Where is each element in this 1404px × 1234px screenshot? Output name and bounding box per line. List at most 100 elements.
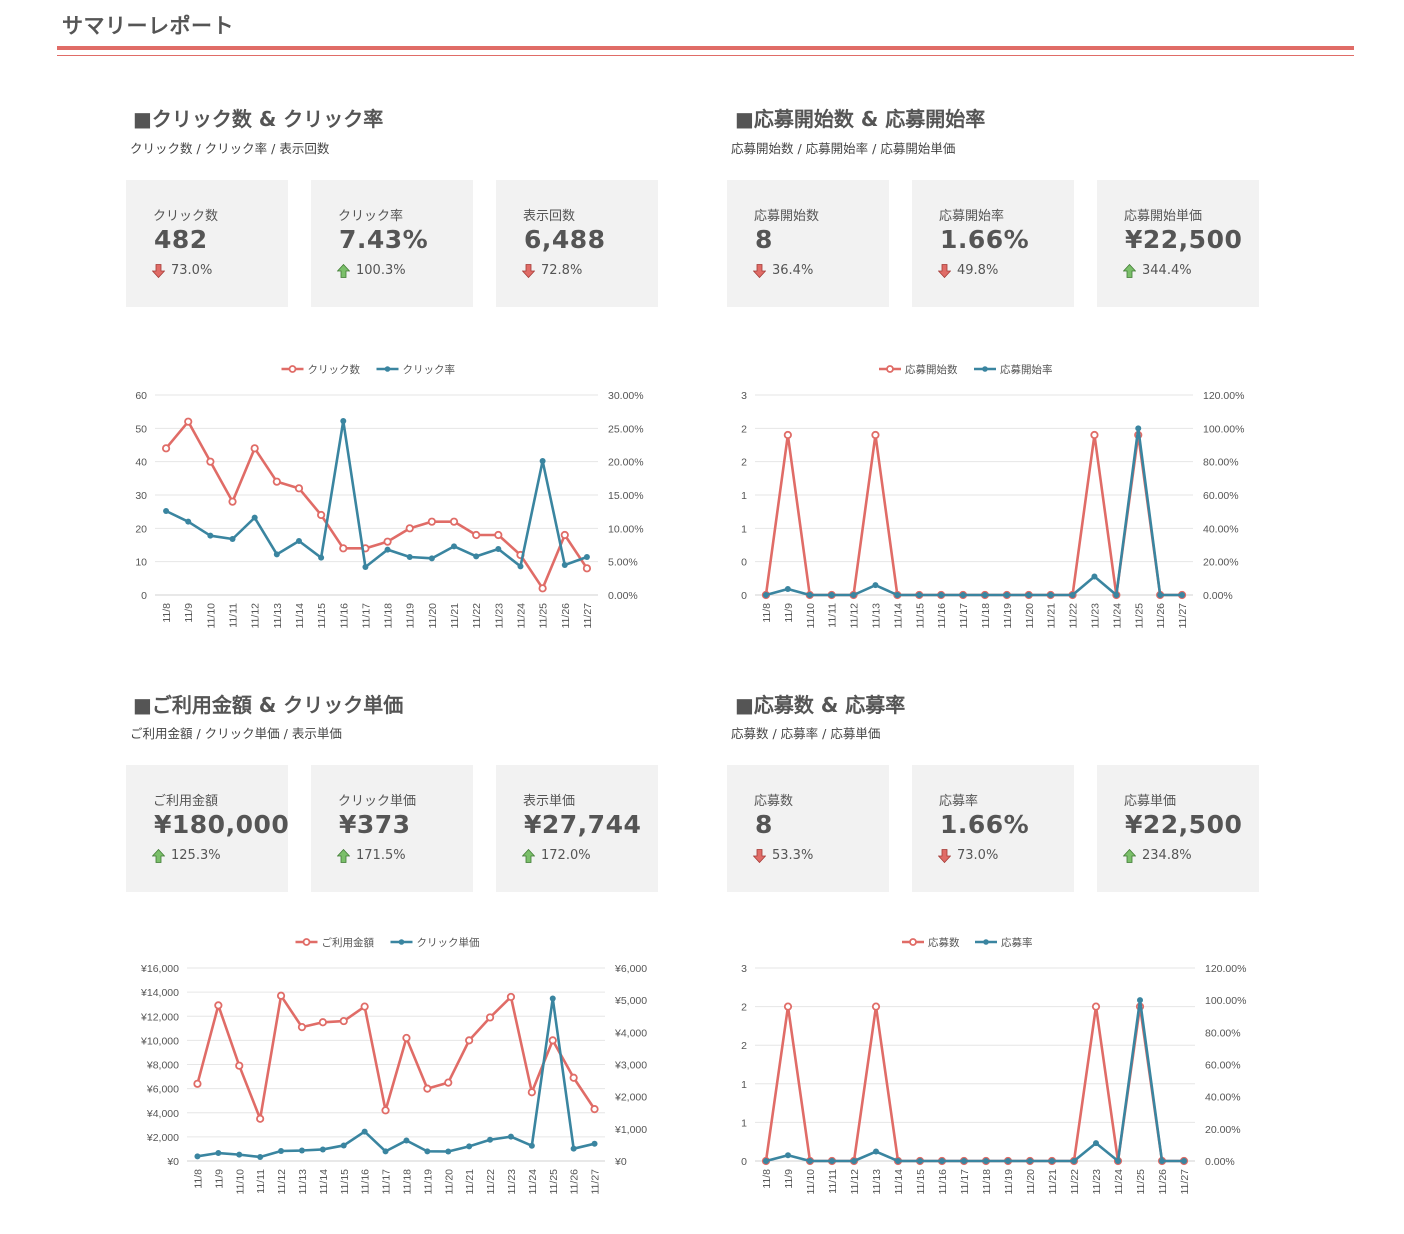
data-point bbox=[983, 1158, 989, 1164]
kpi-value: ¥22,500 bbox=[1125, 810, 1243, 839]
data-point bbox=[591, 1140, 598, 1147]
data-point bbox=[527, 1088, 536, 1097]
legend-marker bbox=[288, 365, 297, 373]
x-tick-label: 11/17 bbox=[958, 603, 970, 629]
data-point bbox=[916, 592, 923, 598]
kpi-card: クリック単価 ¥373 171.5% bbox=[311, 765, 473, 892]
kpi-value: 8 bbox=[755, 225, 773, 254]
data-point bbox=[251, 514, 258, 521]
y-left-tick-label: 1 bbox=[741, 490, 747, 502]
data-point bbox=[1071, 1158, 1077, 1164]
kpi-delta-value: 49.8% bbox=[957, 263, 999, 278]
kpi-label: 表示単価 bbox=[523, 794, 576, 809]
data-point bbox=[828, 592, 835, 598]
kpi-label: ご利用金額 bbox=[153, 794, 219, 809]
x-tick-label: 11/8 bbox=[761, 1169, 773, 1189]
data-point bbox=[961, 1158, 967, 1164]
data-point bbox=[873, 1148, 879, 1155]
header-rule bbox=[57, 46, 1354, 50]
x-tick-label: 11/24 bbox=[1113, 1169, 1125, 1195]
data-point bbox=[194, 1153, 201, 1160]
x-tick-label: 11/20 bbox=[427, 603, 439, 629]
data-point bbox=[548, 1036, 557, 1045]
data-point bbox=[161, 444, 171, 453]
data-point bbox=[1005, 1158, 1011, 1164]
y-right-tick-label: 60.00% bbox=[1205, 1060, 1241, 1072]
x-tick-label: 11/9 bbox=[183, 603, 195, 623]
data-point bbox=[981, 592, 988, 598]
data-point bbox=[193, 1079, 202, 1088]
data-point bbox=[871, 430, 880, 440]
data-point bbox=[383, 537, 392, 546]
legend-marker bbox=[302, 938, 311, 946]
y-left-tick-label: 0 bbox=[741, 1156, 747, 1168]
y-left-tick-label: ¥10,000 bbox=[140, 1035, 179, 1047]
data-point bbox=[1113, 592, 1120, 598]
y-left-tick-label: 1 bbox=[741, 1117, 747, 1129]
y-left-tick-label: ¥0 bbox=[166, 1156, 179, 1168]
kpi-card: クリック数 482 73.0% bbox=[126, 180, 288, 307]
data-point bbox=[850, 592, 857, 598]
data-point bbox=[1069, 592, 1076, 598]
data-point bbox=[487, 1136, 494, 1143]
arrow-up-icon bbox=[152, 848, 165, 863]
data-point bbox=[298, 1147, 305, 1154]
kpi-value: ¥373 bbox=[339, 810, 411, 839]
x-tick-label: 11/11 bbox=[827, 603, 839, 628]
data-point bbox=[872, 582, 879, 589]
data-point bbox=[939, 1158, 945, 1164]
data-point bbox=[406, 554, 413, 560]
data-point bbox=[318, 1018, 327, 1027]
series-line bbox=[765, 427, 1183, 597]
x-tick-label: 11/25 bbox=[1133, 603, 1145, 629]
y-left-tick-label: 2 bbox=[741, 1002, 747, 1014]
page-title: サマリーレポート bbox=[62, 14, 234, 38]
arrow-up-icon bbox=[522, 848, 535, 863]
kpi-delta: 172.0% bbox=[522, 848, 591, 863]
y-left-tick-label: 2 bbox=[741, 1040, 747, 1052]
x-tick-label: 11/25 bbox=[538, 603, 550, 629]
y-right-tick-label: 15.00% bbox=[608, 490, 644, 502]
y-right-tick-label: ¥4,000 bbox=[614, 1027, 647, 1039]
x-tick-label: 11/23 bbox=[1089, 603, 1101, 629]
section-subtitle-applications: 応募数 / 応募率 / 応募単価 bbox=[731, 726, 881, 741]
x-tick-label: 11/8 bbox=[161, 603, 173, 623]
data-point bbox=[538, 584, 547, 593]
y-right-tick-label: 10.00% bbox=[608, 523, 644, 535]
data-point bbox=[895, 1158, 901, 1164]
data-point bbox=[570, 1145, 577, 1152]
data-point bbox=[1135, 425, 1142, 432]
x-tick-label: 11/25 bbox=[548, 1169, 560, 1195]
x-tick-label: 11/17 bbox=[381, 1169, 393, 1195]
data-point bbox=[560, 530, 569, 540]
legend-label: 応募数 bbox=[928, 936, 960, 949]
section-title-clicks: ■クリック数 & クリック率 bbox=[133, 107, 384, 131]
y-right-tick-label: 0.00% bbox=[1205, 1156, 1235, 1168]
data-point bbox=[784, 586, 791, 592]
legend-label: ご利用金額 bbox=[322, 936, 375, 949]
data-point bbox=[528, 1142, 535, 1149]
x-tick-label: 11/15 bbox=[915, 1169, 927, 1195]
y-left-tick-label: 50 bbox=[135, 423, 147, 435]
data-point bbox=[339, 544, 348, 553]
kpi-value: ¥27,744 bbox=[524, 810, 642, 839]
legend-label: 応募率 bbox=[1001, 936, 1033, 949]
data-point bbox=[1091, 1002, 1101, 1011]
data-point bbox=[272, 477, 281, 486]
x-tick-label: 11/20 bbox=[1024, 603, 1036, 629]
legend-marker bbox=[983, 939, 989, 945]
data-point bbox=[507, 1133, 514, 1140]
y-right-tick-label: ¥2,000 bbox=[614, 1092, 647, 1104]
data-point bbox=[1179, 592, 1186, 598]
y-left-tick-label: ¥4,000 bbox=[146, 1108, 179, 1120]
kpi-card: ご利用金額 ¥180,000 125.3% bbox=[126, 765, 289, 892]
kpi-value: 8 bbox=[755, 810, 773, 839]
kpi-card: 応募開始率 1.66% 49.8% bbox=[912, 180, 1074, 307]
data-point bbox=[1181, 1158, 1187, 1164]
x-tick-label: 11/12 bbox=[849, 603, 861, 629]
data-point bbox=[424, 1148, 431, 1155]
y-right-tick-label: 30.00% bbox=[608, 390, 644, 402]
data-point bbox=[1137, 997, 1143, 1004]
kpi-value: 482 bbox=[154, 225, 208, 254]
y-left-tick-label: 2 bbox=[741, 457, 747, 469]
